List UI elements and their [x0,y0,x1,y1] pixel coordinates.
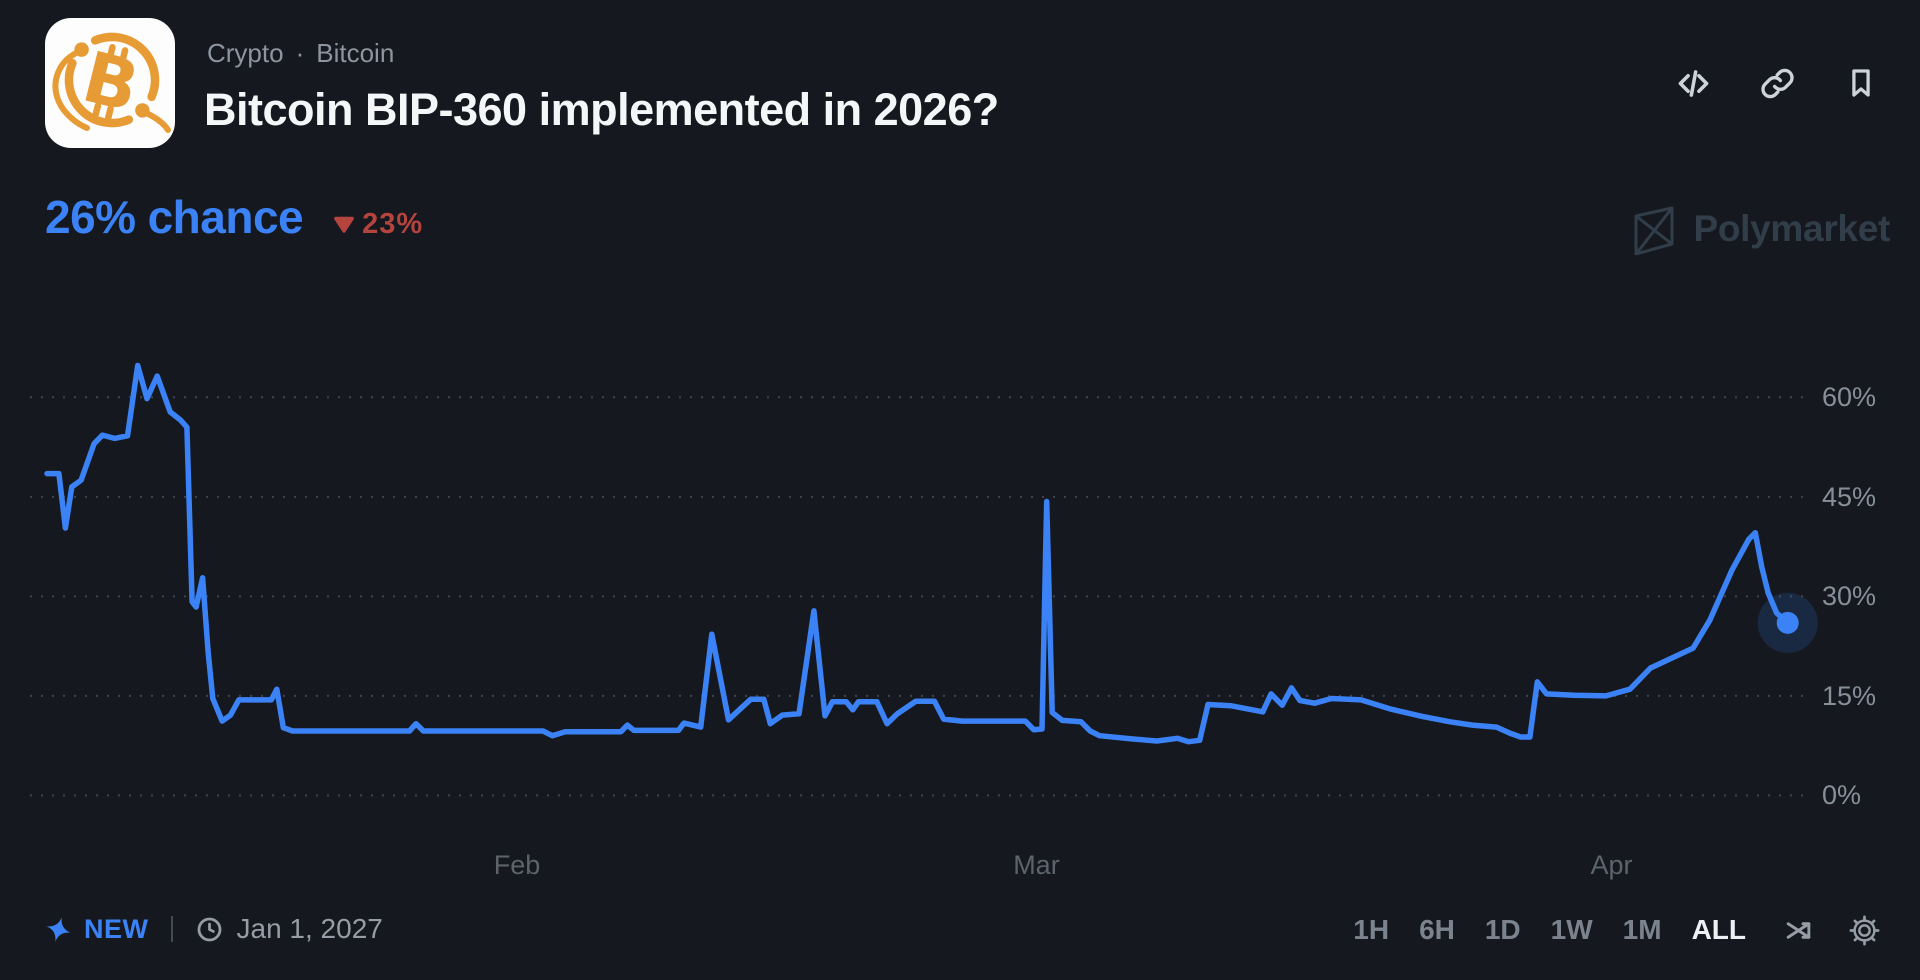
breadcrumb: Crypto · Bitcoin [207,38,394,69]
timeframe-1m[interactable]: 1M [1622,914,1662,945]
embed-code-button[interactable] [1674,64,1712,102]
compare-arrows-icon [1786,921,1810,939]
divider [170,916,173,942]
compare-button[interactable] [1780,912,1816,948]
new-badge: NEW [84,913,149,944]
gear-icon [1849,915,1879,945]
change-badge: 23% [333,208,423,241]
settings-button[interactable] [1846,912,1882,948]
bitcoin-planet-icon: B [52,32,171,133]
timeframe-selector: 1H 6H 1D 1W 1M ALL [1353,914,1746,946]
copy-link-button[interactable] [1758,64,1796,102]
watermark-text: Polymarket [1693,208,1891,249]
header-actions [1674,64,1880,102]
link-icon [1760,68,1794,98]
breadcrumb-topic[interactable]: Bitcoin [316,38,395,68]
timeframe-all[interactable]: ALL [1691,914,1746,945]
timeframe-1w[interactable]: 1W [1550,914,1593,945]
orbit-dot [74,42,89,57]
timeframe-6h[interactable]: 6H [1419,914,1455,945]
sparkle-icon [46,917,71,941]
footer-left: NEW Jan 1, 2027 [45,910,383,948]
polymarket-watermark[interactable]: Polymarket [1628,203,1891,255]
timeframe-1d[interactable]: 1D [1484,914,1521,945]
price-line [44,362,1791,745]
resolution-date: Jan 1, 2027 [236,913,383,944]
breadcrumb-category[interactable]: Crypto [207,38,284,68]
chance-value: 26% [45,191,136,243]
bookmark-button[interactable] [1842,64,1880,102]
arrow-down-icon [334,216,355,233]
clock-icon [197,917,221,941]
breadcrumb-separator: · [295,38,305,68]
orbit-dot [135,103,150,118]
page-title: Bitcoin BIP-360 implemented in 2026? [204,84,999,135]
change-value: 23% [362,208,424,240]
endpoint-dot [1776,611,1799,634]
probability-row: 26% chance 23% [45,190,423,244]
footer-right: 1H 6H 1D 1W 1M ALL [1353,910,1882,950]
market-logo: B [45,18,175,148]
bookmark-icon [1852,69,1870,97]
chance-label: chance [147,191,304,243]
timeframe-1h[interactable]: 1H [1353,914,1390,945]
code-icon [1678,69,1708,97]
polymarket-logo-icon [1634,206,1673,255]
